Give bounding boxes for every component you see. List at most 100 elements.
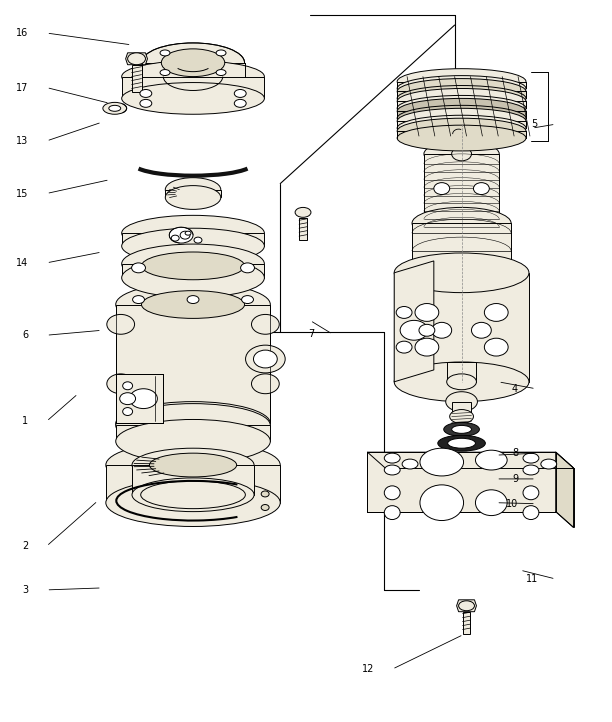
Ellipse shape xyxy=(447,393,476,409)
Ellipse shape xyxy=(484,303,508,321)
Ellipse shape xyxy=(452,122,471,136)
Ellipse shape xyxy=(397,76,526,101)
Ellipse shape xyxy=(116,283,271,326)
Ellipse shape xyxy=(541,459,557,469)
Polygon shape xyxy=(106,465,280,503)
Ellipse shape xyxy=(396,307,412,318)
Ellipse shape xyxy=(122,228,264,264)
Text: 6: 6 xyxy=(23,330,29,340)
Text: 8: 8 xyxy=(512,448,518,458)
Ellipse shape xyxy=(160,69,170,76)
Ellipse shape xyxy=(133,295,144,303)
Ellipse shape xyxy=(424,141,499,167)
Bar xyxy=(453,129,469,154)
Ellipse shape xyxy=(132,478,254,512)
Ellipse shape xyxy=(523,505,539,520)
Ellipse shape xyxy=(397,116,526,141)
Ellipse shape xyxy=(474,183,490,194)
Polygon shape xyxy=(394,261,434,382)
Ellipse shape xyxy=(162,49,225,77)
Ellipse shape xyxy=(434,183,450,194)
Ellipse shape xyxy=(122,244,264,284)
Bar xyxy=(424,154,499,223)
Ellipse shape xyxy=(415,338,439,356)
Ellipse shape xyxy=(116,404,271,447)
Bar xyxy=(122,264,264,278)
Ellipse shape xyxy=(484,338,508,356)
Ellipse shape xyxy=(420,485,463,521)
Ellipse shape xyxy=(400,321,428,340)
Bar xyxy=(299,218,307,240)
Ellipse shape xyxy=(106,441,280,489)
Text: 4: 4 xyxy=(512,384,518,393)
Ellipse shape xyxy=(120,393,136,404)
Ellipse shape xyxy=(523,486,539,500)
Text: 1: 1 xyxy=(23,417,29,427)
Ellipse shape xyxy=(116,401,271,445)
Ellipse shape xyxy=(523,465,539,475)
Ellipse shape xyxy=(424,210,499,236)
Ellipse shape xyxy=(109,105,121,111)
Ellipse shape xyxy=(523,453,539,463)
Ellipse shape xyxy=(397,98,526,124)
Polygon shape xyxy=(125,53,147,65)
Ellipse shape xyxy=(450,409,474,423)
Ellipse shape xyxy=(397,118,526,144)
Bar xyxy=(397,82,526,89)
Text: 15: 15 xyxy=(16,188,29,199)
Text: 5: 5 xyxy=(532,119,538,129)
Ellipse shape xyxy=(444,422,479,436)
Polygon shape xyxy=(116,374,163,423)
Ellipse shape xyxy=(397,85,526,111)
Ellipse shape xyxy=(106,479,280,526)
Ellipse shape xyxy=(397,105,526,131)
Ellipse shape xyxy=(415,303,439,321)
Ellipse shape xyxy=(447,374,476,390)
Ellipse shape xyxy=(194,237,202,243)
Ellipse shape xyxy=(384,505,400,520)
Text: 10: 10 xyxy=(506,499,518,509)
Ellipse shape xyxy=(122,61,264,92)
Ellipse shape xyxy=(384,465,400,475)
Bar xyxy=(397,92,526,98)
Ellipse shape xyxy=(458,601,474,611)
Bar xyxy=(397,131,526,138)
Ellipse shape xyxy=(384,486,400,500)
Ellipse shape xyxy=(180,231,190,239)
Text: 3: 3 xyxy=(23,585,29,595)
Ellipse shape xyxy=(252,314,279,334)
Ellipse shape xyxy=(141,291,245,318)
Ellipse shape xyxy=(397,95,526,121)
Ellipse shape xyxy=(396,342,412,353)
Ellipse shape xyxy=(253,350,277,368)
Bar xyxy=(132,65,141,92)
Ellipse shape xyxy=(171,235,179,241)
Ellipse shape xyxy=(394,362,529,401)
Ellipse shape xyxy=(471,322,491,338)
Ellipse shape xyxy=(448,438,476,448)
Ellipse shape xyxy=(438,435,485,451)
Ellipse shape xyxy=(412,207,511,239)
Ellipse shape xyxy=(394,253,529,292)
Text: 7: 7 xyxy=(308,329,315,339)
Ellipse shape xyxy=(187,295,199,303)
Ellipse shape xyxy=(141,43,245,82)
Polygon shape xyxy=(556,452,573,528)
Text: 13: 13 xyxy=(17,136,29,146)
Ellipse shape xyxy=(412,257,511,289)
Ellipse shape xyxy=(446,392,477,412)
Ellipse shape xyxy=(216,69,226,76)
Ellipse shape xyxy=(165,178,221,201)
Ellipse shape xyxy=(160,50,170,56)
Ellipse shape xyxy=(420,448,463,476)
Text: 12: 12 xyxy=(362,664,375,674)
Ellipse shape xyxy=(397,69,526,95)
Polygon shape xyxy=(122,77,264,98)
Bar xyxy=(397,121,526,128)
Ellipse shape xyxy=(216,50,226,56)
Ellipse shape xyxy=(140,100,152,108)
Bar xyxy=(463,612,471,633)
Ellipse shape xyxy=(132,448,254,482)
Ellipse shape xyxy=(452,425,471,433)
Ellipse shape xyxy=(234,90,246,97)
